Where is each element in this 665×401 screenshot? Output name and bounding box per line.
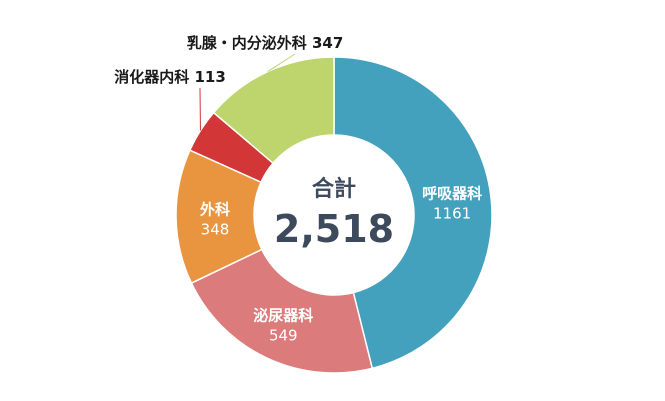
donut-slice-4	[212, 56, 335, 165]
donut-slices	[175, 56, 493, 374]
slice-label-outside: 消化器内科 113	[114, 68, 226, 86]
slice-value: 1161	[433, 204, 471, 222]
donut-slice-0	[333, 56, 493, 370]
slice-labels: 呼吸器科 1161 泌尿器科 549 外科 348 消化器内科 113 乳腺・内分泌外科 34…	[114, 34, 482, 345]
slice-label-outside: 乳腺・内分泌外科 347	[187, 34, 344, 52]
center-total: 2,518	[274, 207, 394, 251]
slice-label: 泌尿器科	[253, 307, 313, 325]
slice-value: 549	[269, 327, 298, 345]
slice-label: 呼吸器科	[422, 184, 482, 202]
donut-slice-1	[190, 248, 374, 374]
leader-lines	[199, 53, 296, 131]
leader-line	[267, 53, 296, 72]
slice-label: 外科	[199, 200, 230, 218]
center-title: 合計	[312, 176, 356, 202]
slice-value: 348	[201, 220, 230, 238]
